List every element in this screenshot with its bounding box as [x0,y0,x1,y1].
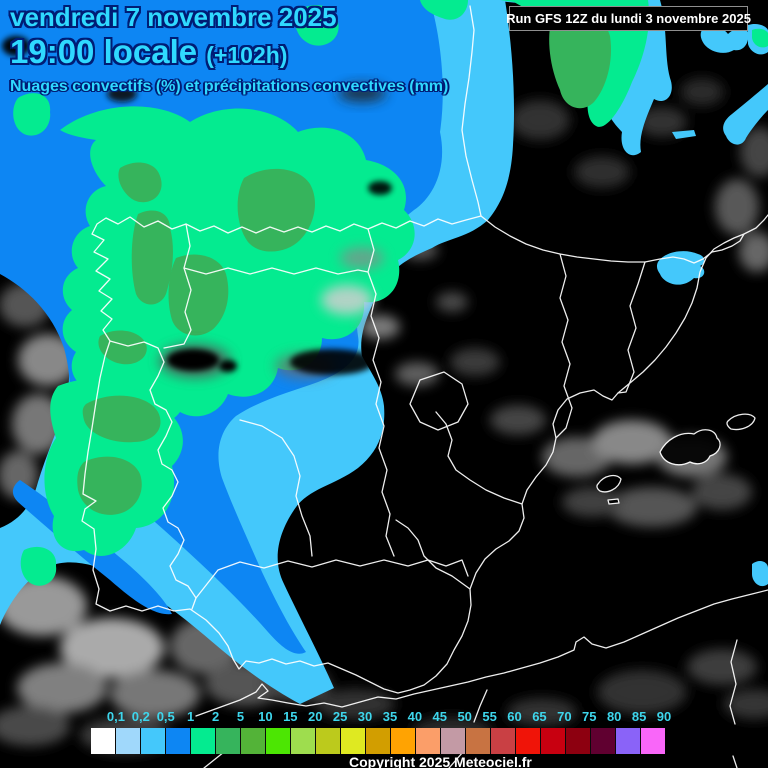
parameter-subtitle: Nuages convectifs (%) et précipitations … [10,78,449,95]
legend-swatch [566,728,591,754]
meridian-line [448,751,464,768]
legend-tick-label: 0,2 [131,709,150,724]
africa-border [729,639,738,725]
precip-level-dark-green [77,12,612,515]
region-border [435,411,523,505]
meridian-line [203,751,225,768]
meridian-line [473,689,488,723]
coastlines-and-borders [81,5,768,768]
legend-tick-label: 50 [457,709,472,724]
model-run-box: Run GFS 12Z du lundi 3 novembre 2025 [506,6,751,31]
region-border [195,559,469,599]
legend-swatch [641,728,665,754]
cloud-overlay [2,36,439,386]
legend-tick-label: 5 [236,709,245,724]
legend-swatch [241,728,266,754]
legend-swatch [341,728,366,754]
legend-tick-label: 0,1 [106,709,125,724]
region-border [163,223,192,349]
africa-border [732,755,738,768]
legend-swatch [216,728,241,754]
legend-tick-label: 70 [557,709,572,724]
legend-swatch [141,728,166,754]
legend-swatch [616,728,641,754]
legend-swatch [391,728,416,754]
title-block: vendredi 7 novembre 2025 19:00 locale (+… [10,4,448,95]
portugal-border [109,340,197,610]
legend-tick-label: 90 [656,709,672,724]
mallorca-island [659,429,721,466]
legend-swatch [191,728,216,754]
legend-tick-label: 2 [211,709,220,724]
legend-swatch [491,728,516,754]
copyright-text: Copyright 2025 Meteociel.fr [349,754,532,768]
region-border [555,253,573,439]
legend-tick-label: 65 [532,709,547,724]
legend-tick-label: 55 [482,709,497,724]
legend-swatch [366,728,391,754]
color-scale-legend: 0,1 0,2 0,5 1 2 5 10 15 20 25 30 35 40 45 50 55 60 65 70 75… [0,700,768,768]
menorca-island [726,413,756,431]
legend-tick-label: 25 [332,709,348,724]
ibiza-island [596,474,622,493]
legend-swatch [516,728,541,754]
legend-tick-label: 0,5 [156,709,175,724]
legend-tick-label: 85 [631,709,647,724]
formentera-island [607,498,620,505]
legend-swatch [541,728,566,754]
legend-tick-label: 20 [307,709,323,724]
legend-tick-label: 60 [507,709,522,724]
legend-tick-label: 1 [187,709,195,724]
legend-tick-label: 75 [582,709,597,724]
legend-tick-label: 10 [258,709,273,724]
legend-tick-label: 15 [283,709,298,724]
legend-tick-label: 30 [357,709,373,724]
legend-color-bar [91,728,665,754]
legend-swatch [91,728,116,754]
legend-tick-label: 80 [606,709,622,724]
region-border [239,419,313,557]
africa-coastline [195,589,768,717]
legend-swatch [291,728,316,754]
region-border [367,228,395,557]
legend-swatch [466,728,491,754]
model-run-label: Run GFS 12Z du lundi 3 novembre 2025 [506,11,751,26]
legend-tick-label: 35 [382,709,398,724]
region-border [617,261,646,394]
forecast-time: 19:00 locale (+102h) [10,33,288,70]
legend-swatch [416,728,441,754]
legend-swatch [441,728,466,754]
iberia-coastline [81,5,768,694]
forecast-date: vendredi 7 novembre 2025 [10,2,337,32]
forecast-hour-offset: (+102h) [206,42,288,68]
legend-tick-label: 40 [407,709,423,724]
region-border [395,519,471,590]
legend-swatch [116,728,141,754]
legend-swatch [591,728,616,754]
region-border [409,371,469,431]
region-border [183,267,369,275]
legend-swatch [316,728,341,754]
legend-swatch [266,728,291,754]
legend-swatch [166,728,191,754]
legend-tick-label: 45 [432,709,448,724]
